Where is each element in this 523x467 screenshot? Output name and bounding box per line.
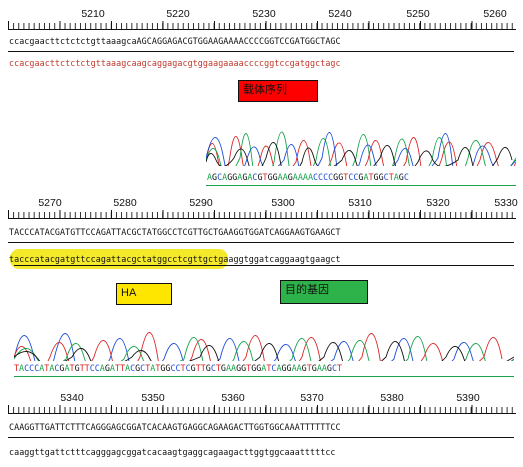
ruler-label: 5220: [166, 8, 190, 20]
called-bases: AGCAGGAGACGTGGAAGAAAACCCCGGTCCGATGGCTAGC: [207, 172, 409, 183]
ruler-baseline: [8, 218, 516, 219]
ruler-label: 5370: [300, 392, 324, 404]
ruler-label: 5320: [426, 197, 450, 209]
separator-line: [8, 51, 514, 52]
ruler-label: 5250: [406, 8, 430, 20]
read-underline: [14, 376, 514, 377]
reference-sequence: CAAGGTTGATTCTTTCAGGGAGCGGATCACAAGTGAGGCA…: [9, 422, 341, 432]
alignment-block-2: 5270 5280 5290 5300 5310 5320 5330 TACCC…: [0, 195, 523, 385]
reference-sequence: TACCCATACGATGTTCCAGATTACGCTATGGCCTCGTTGC…: [9, 227, 341, 237]
ruler-label: 5340: [60, 392, 84, 404]
ruler-label: 5270: [38, 197, 62, 209]
chromatogram-trace: [206, 131, 516, 166]
position-ruler: 5340 5350 5360 5370 5380 5390: [8, 392, 516, 414]
chromatogram-trace: [14, 332, 514, 361]
ruler-label: 5350: [141, 392, 165, 404]
separator-line: [8, 242, 514, 243]
read-sequence: ccacgaacttctctctgttaaagcaagcaggagacgtgga…: [9, 58, 341, 68]
separator-line: [8, 437, 514, 438]
ha-tag-highlight: [10, 249, 228, 269]
ruler-major-ticks: [8, 210, 516, 219]
ruler-label: 5330: [494, 197, 518, 209]
ruler-label: 5260: [483, 8, 507, 20]
alignment-block-1: 5210 5220 5230 5240 5250 5260 ccacgaactt…: [0, 0, 523, 190]
position-ruler: 5210 5220 5230 5240 5250 5260: [8, 8, 516, 30]
ha-tag-label: HA: [116, 283, 172, 305]
ruler-label: 5380: [380, 392, 404, 404]
called-base-sequence: AGCAGGAGACGTGGAAGAAAACCCCGGTCCGATGGCTAGC: [207, 172, 409, 182]
read-sequence: tacccatacgatgttccagattacgctatggcctcgttgc…: [9, 254, 341, 264]
read-sequence: caaggttgattctttcagggagcggatcacaagtgaggca…: [9, 447, 336, 457]
ruler-label: 5390: [456, 392, 480, 404]
called-bases: TACCCATACGATGTTCCAGATTACGCTATGGCCTCGTTGC…: [14, 363, 342, 374]
vector-sequence-label: 载体序列: [238, 80, 318, 102]
ruler-label: 5360: [221, 392, 245, 404]
ruler-label: 5310: [348, 197, 372, 209]
read-underline: [206, 185, 516, 186]
ruler-label: 5210: [81, 8, 105, 20]
position-ruler: 5270 5280 5290 5300 5310 5320 5330: [8, 197, 518, 219]
alignment-block-3: 5340 5350 5360 5370 5380 5390 CAAGGTTGAT…: [0, 392, 523, 467]
ruler-label: 5290: [189, 197, 213, 209]
ruler-baseline: [8, 413, 516, 414]
ruler-major-ticks: [8, 21, 516, 30]
reference-sequence: ccacgaacttctctctgttaaagcaAGCAGGAGACGTGGA…: [9, 36, 341, 46]
ruler-label: 5300: [271, 197, 295, 209]
read-underline: [14, 265, 514, 266]
ruler-major-ticks: [8, 405, 516, 414]
ruler-baseline: [8, 29, 516, 30]
called-base-sequence: TACCCATACGATGTTCCAGATTACGCTATGGCCTCGTTGC…: [14, 363, 343, 373]
ruler-label: 5230: [252, 8, 276, 20]
target-gene-label: 目的基因: [280, 280, 368, 304]
ruler-label: 5240: [328, 8, 352, 20]
ruler-label: 5280: [113, 197, 137, 209]
